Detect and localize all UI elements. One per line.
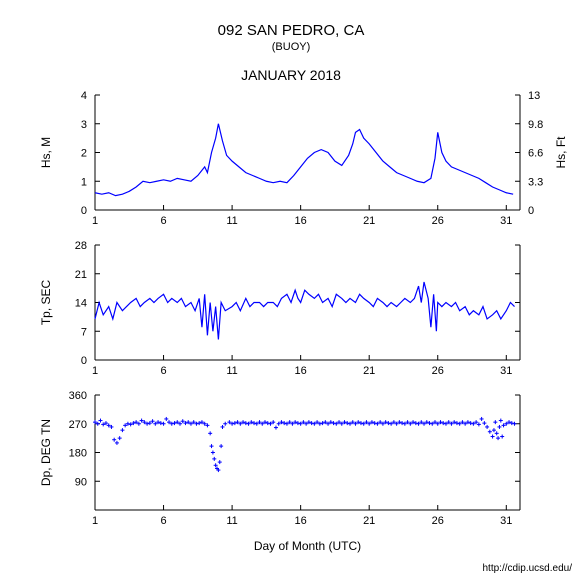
ytick-label: 28: [75, 240, 87, 252]
xtick-label: 16: [295, 515, 307, 527]
ytick-right-label: 13: [528, 90, 540, 102]
xtick-label: 21: [363, 515, 375, 527]
ytick-label: 0: [81, 205, 87, 217]
ylabel-left: Dp, DEG TN: [39, 419, 53, 486]
xtick-label: 11: [226, 515, 237, 527]
xtick-label: 31: [500, 365, 512, 377]
xtick-label: 16: [295, 365, 307, 377]
ytick-label: 4: [81, 90, 87, 102]
scatter-group: [93, 417, 517, 472]
ytick-right-label: 0: [528, 205, 534, 217]
ytick-label: 7: [81, 326, 87, 338]
ylabel-left: Tp, SEC: [39, 280, 53, 326]
ylabel-right: Hs, Ft: [554, 136, 568, 169]
ylabel-left: Hs, M: [39, 137, 53, 168]
xtick-label: 26: [432, 365, 444, 377]
chart-month: JANUARY 2018: [241, 67, 341, 83]
xtick-label: 11: [226, 365, 237, 377]
ytick-label: 1: [81, 176, 87, 188]
xtick-label: 26: [432, 515, 444, 527]
ytick-label: 0: [81, 355, 87, 367]
xtick-label: 6: [160, 365, 166, 377]
ytick-right-label: 3.3: [528, 176, 543, 188]
xtick-label: 1: [92, 215, 98, 227]
xtick-label: 31: [500, 215, 512, 227]
ytick-right-label: 9.8: [528, 119, 543, 131]
ytick-label: 21: [75, 269, 87, 281]
chart-title: 092 SAN PEDRO, CA: [218, 22, 365, 39]
xtick-label: 1: [92, 515, 98, 527]
ytick-label: 360: [69, 390, 87, 402]
xtick-label: 6: [160, 515, 166, 527]
ytick-label: 180: [69, 448, 87, 460]
buoy-chart: 092 SAN PEDRO, CA(BUOY)JANUARY 201801234…: [0, 0, 582, 581]
data-line: [95, 282, 515, 340]
ytick-label: 90: [75, 476, 87, 488]
xlabel: Day of Month (UTC): [254, 539, 361, 553]
xtick-label: 26: [432, 215, 444, 227]
xtick-label: 31: [500, 515, 512, 527]
xtick-label: 6: [160, 215, 166, 227]
footer-url: http://cdip.ucsd.edu/: [482, 563, 572, 574]
xtick-label: 16: [295, 215, 307, 227]
chart-subtitle: (BUOY): [272, 41, 311, 53]
ytick-right-label: 6.6: [528, 148, 543, 160]
xtick-label: 1: [92, 365, 98, 377]
ytick-label: 3: [81, 119, 87, 131]
xtick-label: 21: [363, 365, 375, 377]
ytick-label: 14: [75, 298, 87, 310]
ytick-label: 2: [81, 148, 87, 160]
ytick-label: 270: [69, 419, 87, 431]
xtick-label: 11: [226, 215, 237, 227]
xtick-label: 21: [363, 215, 375, 227]
data-line: [95, 124, 513, 196]
